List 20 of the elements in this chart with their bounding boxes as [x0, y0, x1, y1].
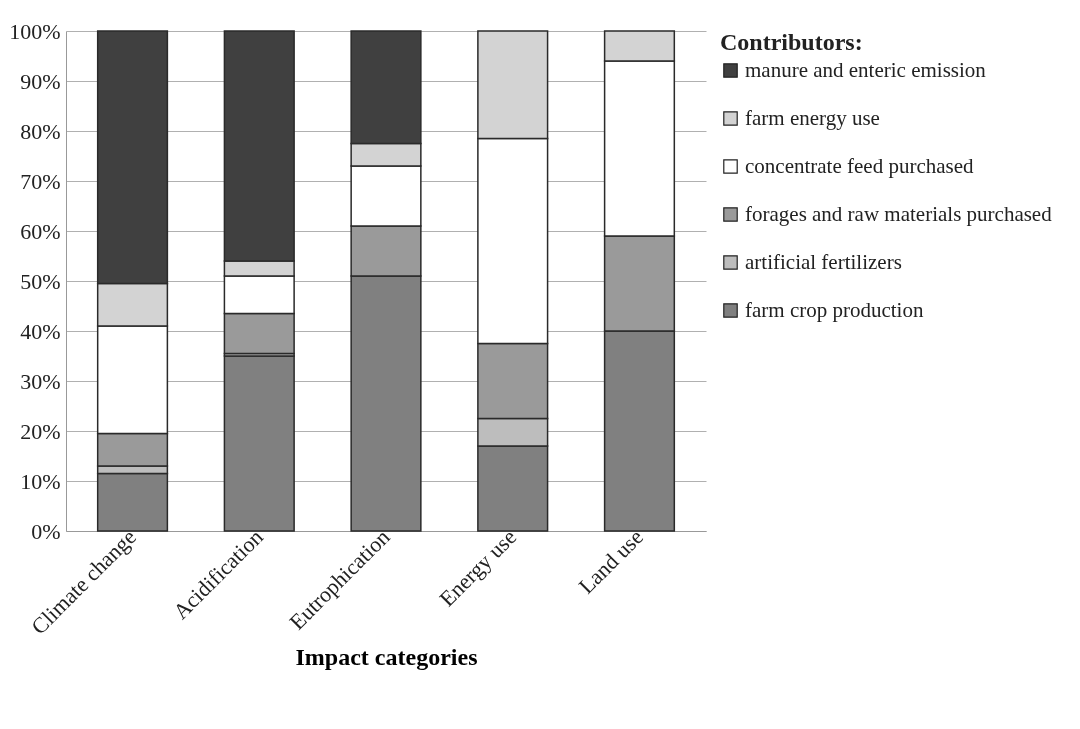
x-axis-title: Impact categories: [295, 644, 478, 671]
legend-label: manure and enteric emission: [745, 57, 987, 82]
y-tick-label: 60%: [20, 218, 61, 244]
y-tick-label: 30%: [20, 368, 61, 394]
y-tick-label: 0%: [31, 518, 61, 544]
bar: [223, 355, 295, 532]
y-tick-label: 80%: [20, 118, 61, 144]
y-tick-label: 50%: [20, 268, 61, 294]
y-tick-label: 70%: [20, 168, 61, 194]
y-tick-label: 10%: [20, 468, 61, 494]
legend-label: artificial fertilizers: [745, 249, 902, 274]
legend-label: farm energy use: [745, 105, 880, 130]
y-tick-label: 20%: [20, 418, 61, 444]
legend-title: Contributors:: [720, 29, 863, 55]
legend-label: forages and raw materials purchased: [745, 201, 1053, 226]
legend-label: farm crop production: [745, 297, 924, 322]
y-tick-label: 40%: [20, 318, 61, 344]
legend-label: concentrate feed purchased: [745, 153, 975, 178]
y-tick-label: 100%: [9, 18, 61, 44]
y-tick-label: 90%: [20, 68, 61, 94]
